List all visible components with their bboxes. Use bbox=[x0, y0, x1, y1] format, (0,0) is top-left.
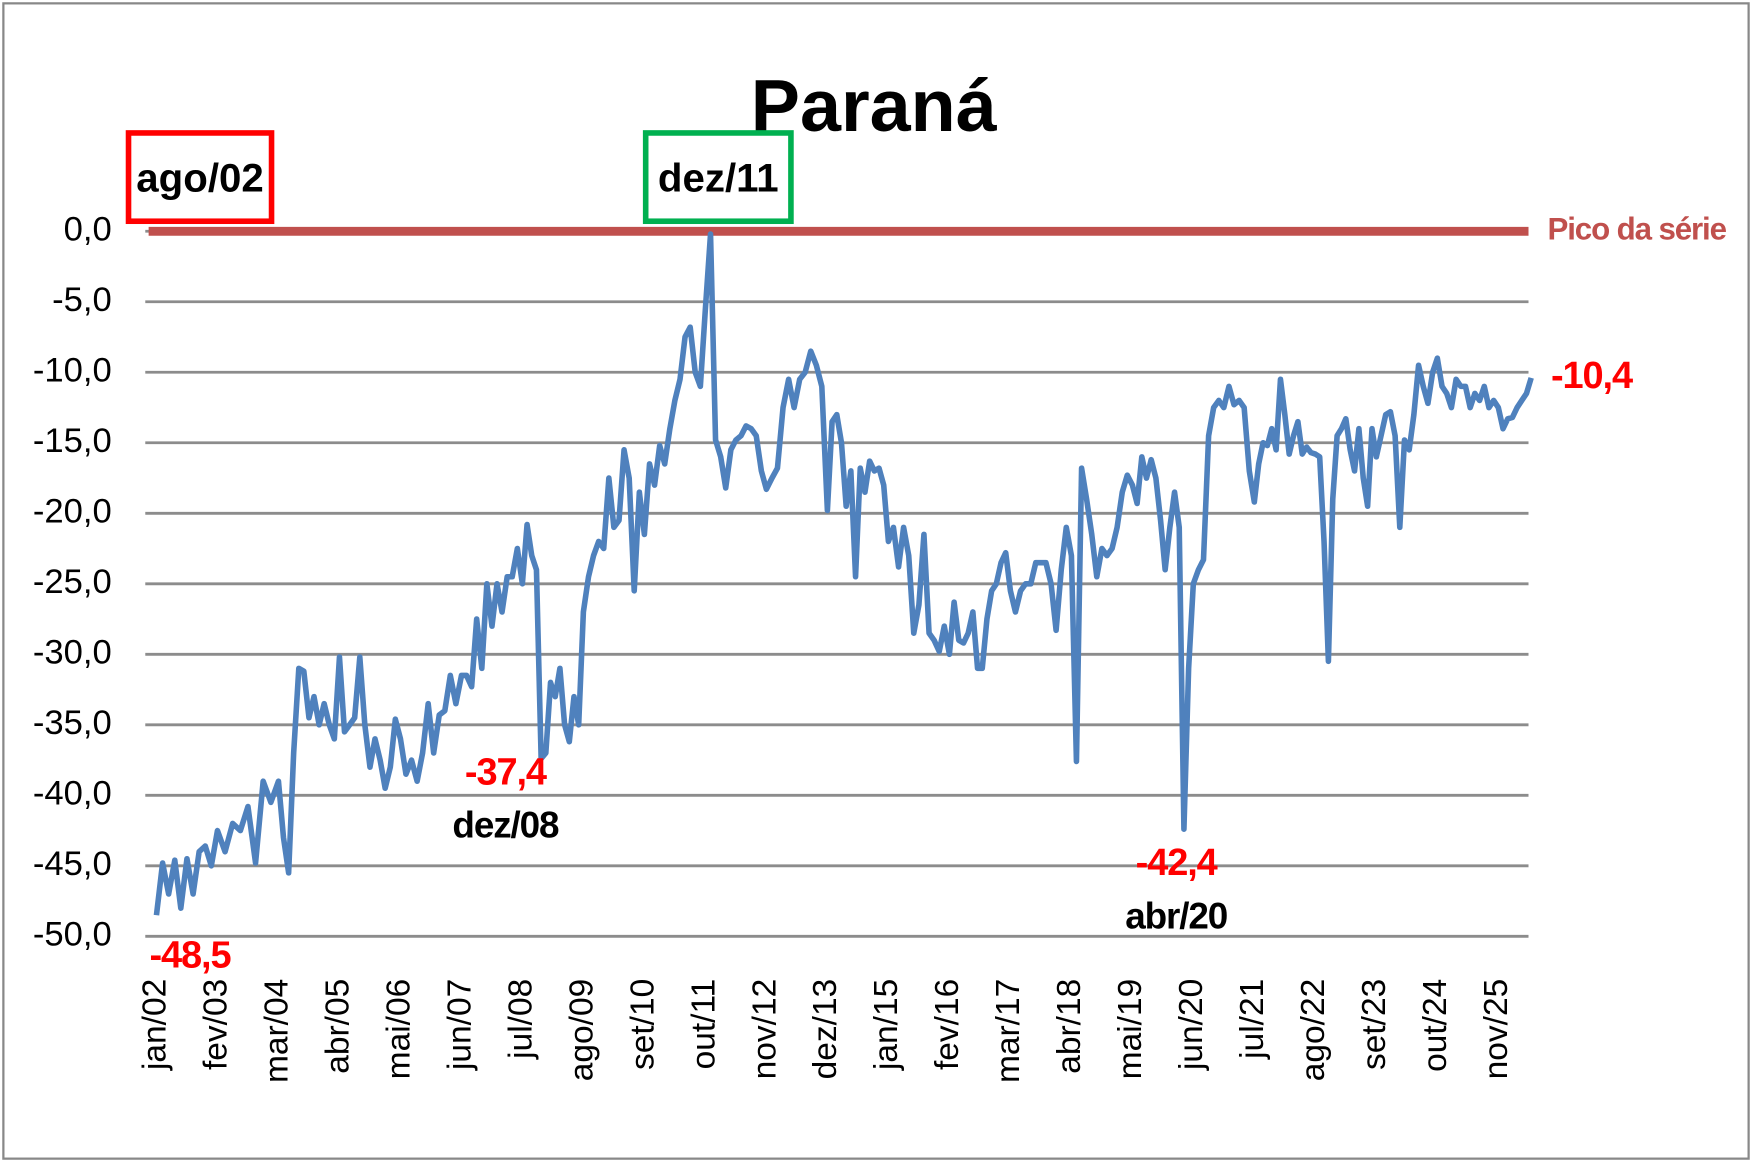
x-tick-label: fev/03 bbox=[197, 979, 234, 1070]
y-tick-label: -35,0 bbox=[33, 704, 112, 742]
annotation-box bbox=[642, 130, 794, 225]
line-series bbox=[153, 231, 1534, 916]
y-tick-label: -15,0 bbox=[33, 422, 112, 460]
x-tick-label: dez/13 bbox=[807, 979, 844, 1080]
x-tick-label: nov/12 bbox=[746, 979, 783, 1080]
annotation-date: abr/20 bbox=[1125, 895, 1227, 936]
y-tick-label: -20,0 bbox=[33, 492, 112, 530]
x-tick-label: mai/06 bbox=[380, 979, 417, 1080]
x-tick-label: ago/22 bbox=[1295, 979, 1332, 1081]
x-tick-label: jul/08 bbox=[502, 979, 539, 1060]
x-tick-label: nov/25 bbox=[1478, 979, 1515, 1080]
x-tick-label: mar/04 bbox=[258, 979, 295, 1083]
annotation-box-label: ago/02 bbox=[136, 156, 263, 201]
y-tick-label: -5,0 bbox=[52, 281, 112, 319]
y-tick-label: -10,0 bbox=[33, 351, 112, 389]
y-tick-label: -30,0 bbox=[33, 633, 112, 671]
x-tick-label: ago/09 bbox=[563, 979, 600, 1081]
y-tick-label: -45,0 bbox=[33, 845, 112, 883]
annotation-value: -37,4 bbox=[465, 751, 547, 793]
x-tick-label: fev/16 bbox=[929, 979, 966, 1070]
y-tick-label: -50,0 bbox=[33, 915, 112, 953]
annotation-value: -48,5 bbox=[149, 935, 231, 977]
annotation-value: -42,4 bbox=[1136, 842, 1218, 884]
x-tick-label: abr/18 bbox=[1051, 979, 1088, 1074]
x-tick-label: out/11 bbox=[685, 979, 722, 1070]
x-tick-label: jun/07 bbox=[441, 979, 478, 1071]
x-tick-label: out/24 bbox=[1417, 979, 1454, 1072]
x-tick-label: set/10 bbox=[624, 979, 661, 1070]
reference-label: Pico da série bbox=[1548, 212, 1727, 247]
x-tick-label: jul/21 bbox=[1234, 979, 1271, 1060]
y-tick-label: -40,0 bbox=[33, 774, 112, 812]
x-tick-label: jan/15 bbox=[868, 979, 905, 1071]
x-tick-label: set/23 bbox=[1356, 979, 1393, 1070]
y-tick-label: -25,0 bbox=[33, 563, 112, 601]
annotation-date: dez/08 bbox=[452, 805, 559, 846]
x-tick-label: jan/02 bbox=[136, 979, 173, 1071]
x-tick-label: mar/17 bbox=[990, 979, 1027, 1083]
x-tick-label: mai/19 bbox=[1112, 979, 1149, 1080]
y-tick-label: 0,0 bbox=[64, 210, 112, 248]
annotation-value: -10,4 bbox=[1551, 355, 1633, 397]
annotation-box bbox=[125, 130, 275, 225]
x-tick-label: abr/05 bbox=[319, 979, 356, 1074]
x-tick-label: jun/20 bbox=[1173, 979, 1210, 1071]
annotation-box-label: dez/11 bbox=[658, 156, 779, 201]
